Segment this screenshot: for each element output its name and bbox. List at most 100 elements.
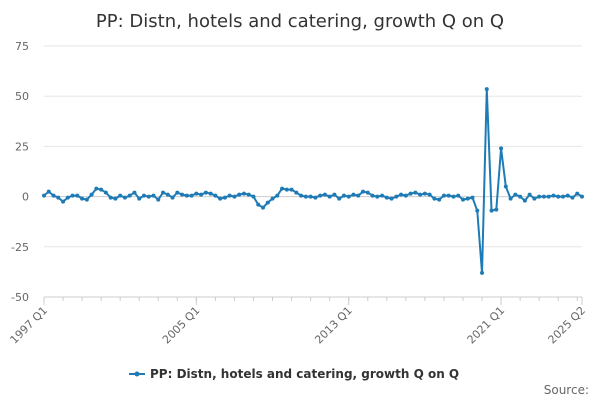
data-point[interactable] [389, 196, 394, 201]
data-point[interactable] [508, 196, 513, 201]
data-point[interactable] [489, 208, 494, 213]
data-point[interactable] [80, 196, 85, 201]
data-point[interactable] [475, 208, 480, 213]
data-point[interactable] [308, 194, 313, 199]
data-point[interactable] [408, 191, 413, 196]
data-point[interactable] [218, 196, 223, 201]
data-point[interactable] [484, 87, 489, 92]
data-point[interactable] [132, 190, 137, 195]
data-point[interactable] [65, 195, 70, 200]
data-point[interactable] [451, 194, 456, 199]
data-point[interactable] [384, 195, 389, 200]
data-point[interactable] [427, 192, 432, 197]
data-point[interactable] [127, 193, 132, 198]
data-point[interactable] [413, 190, 418, 195]
data-point[interactable] [294, 190, 299, 195]
data-point[interactable] [532, 196, 537, 201]
data-point[interactable] [194, 191, 199, 196]
data-point[interactable] [89, 192, 94, 197]
data-point[interactable] [441, 193, 446, 198]
data-point[interactable] [360, 189, 365, 194]
data-point[interactable] [265, 200, 270, 205]
data-point[interactable] [380, 193, 385, 198]
data-point[interactable] [122, 195, 127, 200]
data-point[interactable] [61, 199, 66, 204]
data-point[interactable] [56, 195, 61, 200]
data-point[interactable] [118, 193, 123, 198]
legend[interactable]: PP: Distn, hotels and catering, growth Q… [129, 367, 459, 381]
data-point[interactable] [246, 192, 251, 197]
data-point[interactable] [332, 192, 337, 197]
data-point[interactable] [165, 192, 170, 197]
data-point[interactable] [551, 193, 556, 198]
data-point[interactable] [175, 190, 180, 195]
data-point[interactable] [189, 193, 194, 198]
data-point[interactable] [327, 194, 332, 199]
data-point[interactable] [356, 193, 361, 198]
data-point[interactable] [351, 192, 356, 197]
data-point[interactable] [470, 195, 475, 200]
data-point[interactable] [94, 186, 99, 191]
data-point[interactable] [480, 270, 485, 275]
data-point[interactable] [575, 191, 580, 196]
data-point[interactable] [303, 194, 308, 199]
data-point[interactable] [237, 192, 242, 197]
data-point[interactable] [180, 192, 185, 197]
data-point[interactable] [84, 197, 89, 202]
data-point[interactable] [394, 194, 399, 199]
data-point[interactable] [42, 193, 46, 198]
data-point[interactable] [256, 202, 261, 207]
data-point[interactable] [203, 190, 208, 195]
data-point[interactable] [156, 197, 161, 202]
data-point[interactable] [322, 192, 327, 197]
data-point[interactable] [46, 189, 51, 194]
data-point[interactable] [346, 194, 351, 199]
data-point[interactable] [365, 190, 370, 195]
data-point[interactable] [560, 194, 565, 199]
data-point[interactable] [232, 194, 237, 199]
data-point[interactable] [437, 197, 442, 202]
data-point[interactable] [103, 190, 108, 195]
data-point[interactable] [284, 187, 289, 192]
data-point[interactable] [70, 193, 75, 198]
data-point[interactable] [460, 197, 465, 202]
data-point[interactable] [565, 193, 570, 198]
data-point[interactable] [318, 193, 323, 198]
data-point[interactable] [108, 195, 113, 200]
data-point[interactable] [399, 192, 404, 197]
data-point[interactable] [151, 193, 156, 198]
data-point[interactable] [456, 193, 461, 198]
data-point[interactable] [146, 194, 151, 199]
data-point[interactable] [313, 195, 318, 200]
data-point[interactable] [527, 192, 532, 197]
data-point[interactable] [418, 192, 423, 197]
data-point[interactable] [422, 191, 427, 196]
data-point[interactable] [227, 193, 232, 198]
data-point[interactable] [446, 193, 451, 198]
data-point[interactable] [580, 194, 584, 199]
data-point[interactable] [213, 193, 218, 198]
data-point[interactable] [99, 187, 104, 192]
data-point[interactable] [503, 184, 508, 189]
data-point[interactable] [75, 193, 80, 198]
data-point[interactable] [141, 193, 146, 198]
data-point[interactable] [161, 190, 166, 195]
data-point[interactable] [299, 193, 304, 198]
data-point[interactable] [251, 194, 256, 199]
data-point[interactable] [537, 194, 542, 199]
data-point[interactable] [432, 196, 437, 201]
data-point[interactable] [513, 192, 518, 197]
data-point[interactable] [375, 194, 380, 199]
data-point[interactable] [184, 193, 189, 198]
data-point[interactable] [465, 196, 470, 201]
data-point[interactable] [570, 195, 575, 200]
data-point[interactable] [499, 146, 504, 151]
data-point[interactable] [51, 193, 56, 198]
data-point[interactable] [494, 207, 499, 212]
data-point[interactable] [289, 187, 294, 192]
data-point[interactable] [337, 196, 342, 201]
data-point[interactable] [241, 191, 246, 196]
data-point[interactable] [546, 194, 551, 199]
data-point[interactable] [541, 194, 546, 199]
data-point[interactable] [403, 193, 408, 198]
